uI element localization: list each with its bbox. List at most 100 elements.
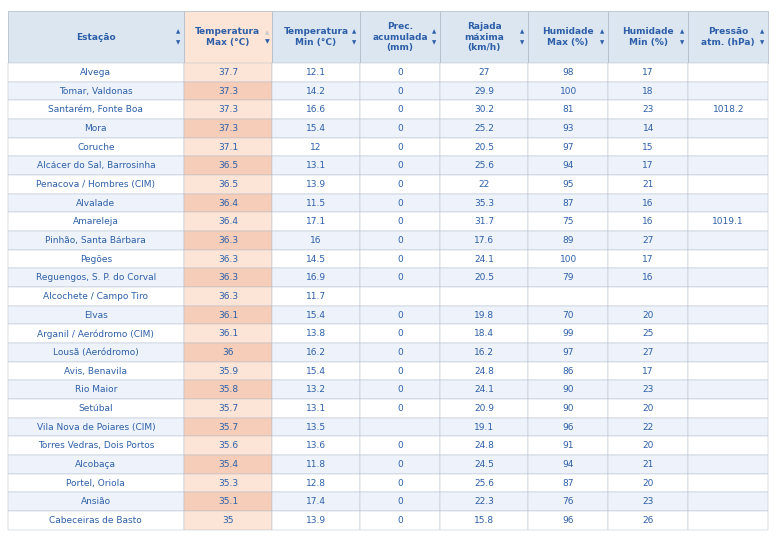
- Text: Alvalade: Alvalade: [76, 199, 116, 208]
- Bar: [360, 287, 440, 306]
- Bar: [360, 156, 440, 175]
- Bar: [360, 306, 440, 324]
- Text: 19.8: 19.8: [474, 311, 494, 320]
- Bar: [8, 436, 184, 455]
- Text: 96: 96: [563, 516, 574, 525]
- Bar: [528, 82, 608, 100]
- Text: 35: 35: [222, 516, 234, 525]
- Bar: [688, 399, 768, 418]
- Bar: [8, 268, 184, 287]
- Bar: [184, 287, 272, 306]
- Text: 75: 75: [563, 217, 574, 226]
- Bar: [440, 119, 528, 138]
- Bar: [8, 474, 184, 492]
- Bar: [272, 63, 360, 82]
- Bar: [688, 138, 768, 156]
- Text: 17: 17: [643, 68, 654, 77]
- Text: 22: 22: [643, 423, 654, 432]
- Bar: [440, 212, 528, 231]
- Text: 12.8: 12.8: [306, 479, 326, 488]
- Bar: [528, 324, 608, 343]
- Bar: [184, 380, 272, 399]
- Bar: [688, 418, 768, 436]
- Text: 20: 20: [643, 404, 654, 413]
- Text: ▼: ▼: [760, 40, 764, 45]
- Text: Lousã (Aeródromo): Lousã (Aeródromo): [53, 348, 139, 357]
- Bar: [608, 511, 688, 530]
- Text: ▲: ▲: [600, 29, 604, 34]
- Bar: [688, 343, 768, 362]
- Bar: [528, 306, 608, 324]
- Bar: [440, 268, 528, 287]
- Bar: [608, 287, 688, 306]
- Text: 35.7: 35.7: [218, 404, 238, 413]
- Bar: [184, 324, 272, 343]
- Bar: [360, 82, 440, 100]
- Bar: [440, 156, 528, 175]
- Text: ▼: ▼: [175, 40, 180, 45]
- Text: Reguengos, S. P. do Corval: Reguengos, S. P. do Corval: [36, 273, 156, 282]
- Text: 100: 100: [559, 87, 577, 96]
- Text: 0: 0: [397, 124, 403, 133]
- Text: 19.1: 19.1: [474, 423, 494, 432]
- Bar: [184, 100, 272, 119]
- Bar: [688, 119, 768, 138]
- Text: 27: 27: [643, 236, 654, 245]
- Text: Temperatura
Min (°C): Temperatura Min (°C): [283, 27, 348, 47]
- Bar: [688, 306, 768, 324]
- Text: 25.6: 25.6: [474, 479, 494, 488]
- Text: 87: 87: [563, 199, 574, 208]
- Bar: [360, 250, 440, 268]
- Bar: [688, 175, 768, 194]
- Text: 15.4: 15.4: [306, 124, 326, 133]
- Bar: [272, 268, 360, 287]
- Text: 16.2: 16.2: [306, 348, 326, 357]
- Bar: [272, 418, 360, 436]
- Text: 0: 0: [397, 143, 403, 152]
- Text: 29.9: 29.9: [474, 87, 494, 96]
- Text: 0: 0: [397, 236, 403, 245]
- Text: 0: 0: [397, 311, 403, 320]
- Text: 0: 0: [397, 367, 403, 376]
- Bar: [528, 156, 608, 175]
- Text: Cabeceiras de Basto: Cabeceiras de Basto: [50, 516, 142, 525]
- Bar: [8, 362, 184, 380]
- Bar: [528, 474, 608, 492]
- Bar: [608, 268, 688, 287]
- Text: Torres Vedras, Dois Portos: Torres Vedras, Dois Portos: [37, 441, 154, 450]
- Bar: [184, 212, 272, 231]
- Text: Ansião: Ansião: [81, 497, 111, 506]
- Text: 36.3: 36.3: [218, 236, 238, 245]
- Bar: [608, 418, 688, 436]
- Text: Santarém, Fonte Boa: Santarém, Fonte Boa: [48, 105, 144, 114]
- Bar: [184, 268, 272, 287]
- Bar: [688, 82, 768, 100]
- Bar: [608, 194, 688, 212]
- Text: 0: 0: [397, 329, 403, 338]
- Bar: [8, 212, 184, 231]
- Bar: [608, 474, 688, 492]
- Bar: [528, 63, 608, 82]
- Bar: [528, 380, 608, 399]
- Bar: [528, 399, 608, 418]
- Text: ▼: ▼: [352, 40, 356, 45]
- Bar: [272, 474, 360, 492]
- Text: 27: 27: [478, 68, 490, 77]
- Bar: [440, 343, 528, 362]
- Bar: [360, 175, 440, 194]
- Bar: [272, 11, 360, 63]
- Bar: [528, 511, 608, 530]
- Bar: [184, 175, 272, 194]
- Bar: [8, 343, 184, 362]
- Bar: [272, 511, 360, 530]
- Text: 17.4: 17.4: [306, 497, 326, 506]
- Text: Alcochete / Campo Tiro: Alcochete / Campo Tiro: [43, 292, 148, 301]
- Text: 24.1: 24.1: [474, 385, 494, 394]
- Bar: [184, 418, 272, 436]
- Text: 14.2: 14.2: [306, 87, 326, 96]
- Text: 24.8: 24.8: [474, 367, 494, 376]
- Text: 18.4: 18.4: [474, 329, 494, 338]
- Bar: [360, 212, 440, 231]
- Bar: [440, 250, 528, 268]
- Text: 37.3: 37.3: [218, 124, 238, 133]
